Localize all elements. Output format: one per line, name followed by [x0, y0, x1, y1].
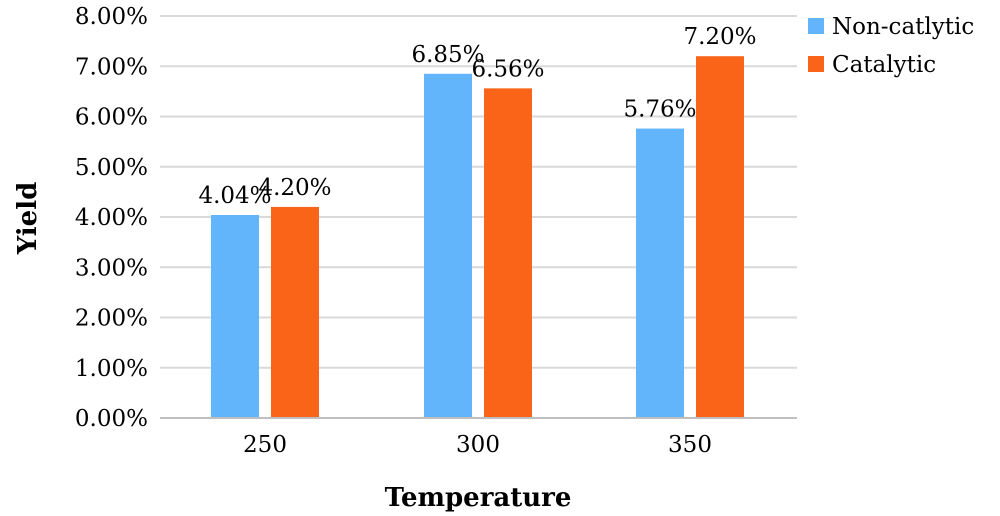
- data-label: 6.85%: [411, 42, 484, 68]
- legend-swatch: [808, 56, 824, 72]
- y-tick-labels: 0.00% 1.00% 2.00% 3.00% 4.00% 5.00% 6.00% 7.00%…: [75, 4, 148, 432]
- y-tick-label: 6.00%: [75, 105, 148, 131]
- y-tick-label: 1.00%: [75, 356, 148, 382]
- y-tick-label: 3.00%: [75, 255, 148, 281]
- x-axis-title: Temperature: [385, 483, 572, 513]
- data-label: 4.20%: [258, 175, 331, 201]
- x-tick-label: 300: [456, 432, 500, 458]
- data-label: 5.76%: [623, 97, 696, 123]
- y-axis-title: Yield: [13, 182, 43, 256]
- bar-non-catalytic-300: [424, 73, 472, 418]
- x-tick-label: 350: [668, 432, 712, 458]
- legend-label: Catalytic: [832, 52, 936, 78]
- legend: Non-catlytic Catalytic: [808, 14, 974, 78]
- y-tick-label: 4.00%: [75, 205, 148, 231]
- bar-non-catalytic-350: [636, 128, 684, 418]
- data-label: 4.04%: [198, 183, 271, 209]
- data-label: 7.20%: [683, 24, 756, 50]
- y-tick-label: 7.00%: [75, 54, 148, 80]
- y-tick-label: 5.00%: [75, 155, 148, 181]
- bar-catalytic-250: [271, 206, 319, 418]
- y-tick-label: 8.00%: [75, 4, 148, 30]
- data-labels: 4.04%4.20% 6.85%6.56% 5.76% 7.20%: [198, 24, 756, 209]
- legend-label: Non-catlytic: [832, 14, 974, 40]
- x-tick-label: 250: [243, 432, 287, 458]
- bar-catalytic-350: [696, 56, 744, 418]
- bars: [211, 56, 744, 419]
- x-tick-labels: 250 300 350: [243, 432, 712, 458]
- y-tick-label: 0.00%: [75, 406, 148, 432]
- bar-non-catalytic-250: [211, 214, 259, 418]
- bar-catalytic-300: [484, 88, 532, 419]
- gridlines: [160, 15, 797, 369]
- data-label: 6.56%: [471, 56, 544, 82]
- legend-swatch: [808, 18, 824, 34]
- y-tick-label: 2.00%: [75, 306, 148, 332]
